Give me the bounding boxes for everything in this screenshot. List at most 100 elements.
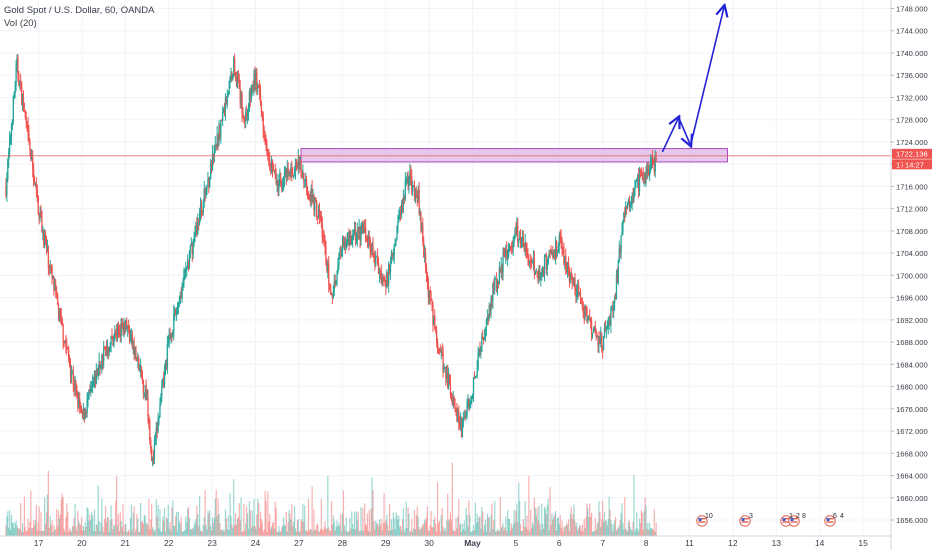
- volume-bar: [25, 531, 27, 536]
- event-badge-label: 6: [833, 513, 837, 520]
- volume-bar: [568, 531, 571, 536]
- volume-bar: [68, 531, 70, 536]
- candle-body: [174, 308, 177, 314]
- volume-bar: [35, 504, 37, 536]
- volume-bar: [351, 511, 353, 536]
- candle-body: [163, 378, 165, 385]
- volume-bar: [51, 520, 53, 536]
- candle-body: [646, 170, 648, 174]
- candle-body: [389, 261, 392, 273]
- projection-arrow[interactable]: [661, 6, 724, 153]
- volume-bar: [501, 526, 503, 536]
- volume-bar: [228, 530, 230, 536]
- volume-bar: [324, 521, 326, 536]
- candle-body: [490, 297, 492, 311]
- candle-body: [520, 241, 523, 243]
- volume-bar: [139, 531, 141, 536]
- candle-body: [125, 320, 127, 329]
- volume-bar: [402, 507, 405, 536]
- volume-bar: [246, 513, 249, 536]
- volume-bar: [437, 522, 440, 536]
- volume-bar: [33, 525, 36, 536]
- volume-bar: [98, 521, 100, 536]
- volume-bar: [240, 497, 242, 536]
- candle-body: [444, 366, 446, 368]
- volume-bar: [448, 518, 451, 536]
- price-axis-label: 1736.000: [896, 71, 928, 80]
- volume-bar: [453, 531, 455, 536]
- volume-bar: [441, 507, 443, 536]
- candle-body: [329, 284, 331, 286]
- hidden-price-fragment: 17: [896, 160, 904, 169]
- volume-bar: [497, 531, 500, 536]
- candle-body: [560, 237, 562, 241]
- price-axis[interactable]: 1748.000 1744.000 1740.000 1736.000 1732.000…: [890, 0, 932, 550]
- candle-body: [156, 427, 158, 432]
- volume-bar: [490, 515, 492, 536]
- time-axis[interactable]: 17 20 21 22 23 24 27 28 29 30 May 5 6 7 8 11 12 13 14 15: [0, 535, 891, 550]
- candle-body: [94, 372, 97, 384]
- volume-bar: [555, 511, 557, 536]
- candle-body: [103, 347, 106, 349]
- candle-body: [174, 308, 176, 314]
- candle-body: [250, 89, 252, 100]
- candle-body: [302, 173, 304, 175]
- volume-bar: [578, 525, 581, 536]
- candle-body: [202, 201, 204, 212]
- candle-body: [442, 352, 444, 373]
- candle-body: [607, 321, 609, 326]
- volume-bar: [341, 513, 344, 536]
- event-badges[interactable]: 10 3 1 2 8 6 4: [696, 513, 844, 527]
- volume-bar: [60, 499, 62, 536]
- candle-body: [153, 442, 156, 459]
- volume-bar: [383, 493, 385, 536]
- volume-bar: [389, 530, 392, 536]
- time-axis-label: 29: [381, 538, 391, 548]
- candle-body: [186, 268, 188, 270]
- volume-bar: [336, 520, 338, 536]
- candle-body: [198, 221, 200, 224]
- volume-bar: [277, 531, 279, 536]
- candle-body: [105, 347, 108, 355]
- candle-body: [619, 248, 621, 253]
- resistance-zone[interactable]: [300, 148, 728, 163]
- volume-bar: [171, 507, 173, 536]
- volume-bar: [126, 531, 128, 536]
- candle-body: [201, 210, 204, 212]
- volume-bar: [610, 519, 612, 536]
- candle-body: [127, 325, 129, 329]
- candle-body: [190, 243, 192, 247]
- candle-body: [373, 252, 375, 255]
- volume-bar: [447, 493, 449, 536]
- volume-bar: [128, 531, 131, 536]
- candle-body: [507, 256, 509, 258]
- volume-bar: [43, 531, 45, 536]
- candle-body: [97, 369, 99, 376]
- volume-bar: [313, 509, 315, 536]
- candle-body: [35, 184, 38, 190]
- candle-body: [222, 112, 224, 121]
- volume-bar: [270, 526, 273, 536]
- volume-bar: [102, 526, 104, 536]
- candle-body: [103, 347, 105, 362]
- volume-bar: [21, 531, 23, 536]
- candle-body: [224, 97, 227, 113]
- volume-bar: [198, 526, 200, 536]
- volume-bar: [377, 526, 380, 536]
- candle-body: [193, 236, 195, 240]
- candle-body: [17, 57, 19, 75]
- candle-body: [405, 179, 407, 181]
- candle-body: [106, 348, 109, 355]
- volume-bar: [621, 503, 623, 536]
- volume-bar: [157, 504, 159, 536]
- volume-bar: [101, 498, 103, 536]
- volume-bar: [255, 528, 257, 536]
- candle-body: [485, 320, 488, 328]
- candle-body: [230, 73, 232, 77]
- volume-bar: [398, 515, 400, 536]
- candle-body: [25, 117, 27, 123]
- volume-bar: [260, 518, 263, 536]
- price-axis-label: 1712.000: [896, 205, 928, 214]
